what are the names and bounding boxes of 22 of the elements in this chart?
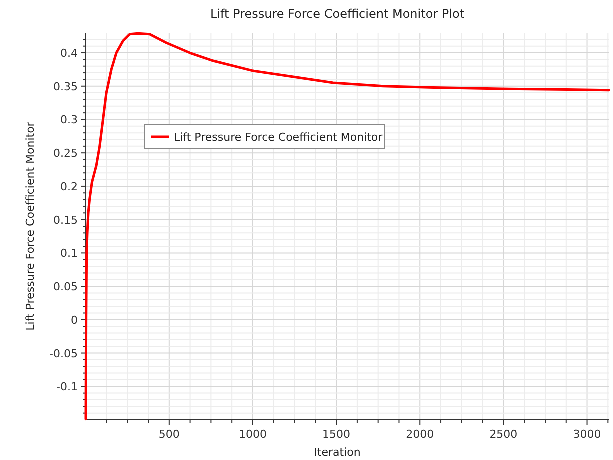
legend-label: Lift Pressure Force Coefficient Monitor — [174, 131, 384, 144]
y-tick-label: 0.1 — [60, 247, 78, 260]
x-tick-label: 2500 — [490, 428, 518, 441]
y-tick-label: 0.15 — [54, 214, 78, 227]
x-tick-label: 1000 — [238, 428, 267, 441]
y-tick-label: -0.1 — [56, 380, 78, 394]
x-tick-label: 500 — [158, 428, 180, 441]
y-tick-label: 0 — [71, 314, 78, 327]
x-tick-label: 3000 — [573, 428, 602, 441]
y-tick-label: 0.35 — [54, 80, 78, 94]
x-tick-label: 2000 — [406, 428, 434, 441]
chart-title: Lift Pressure Force Coefficient Monitor Plot — [210, 7, 465, 21]
y-tick-label: 0.3 — [60, 114, 78, 127]
line-series — [84, 32, 610, 421]
x-axis-title: Iteration — [314, 446, 361, 459]
x-tick-label: 1500 — [322, 428, 351, 441]
y-tick-label: -0.05 — [50, 347, 78, 360]
y-axis-title: Lift Pressure Force Coefficient Monitor — [24, 122, 37, 331]
y-tick-label: 0.4 — [60, 47, 78, 60]
y-tick-label: 0.25 — [54, 147, 78, 160]
y-tick-label: 0.2 — [60, 180, 78, 194]
y-tick-label: 0.05 — [54, 280, 78, 294]
